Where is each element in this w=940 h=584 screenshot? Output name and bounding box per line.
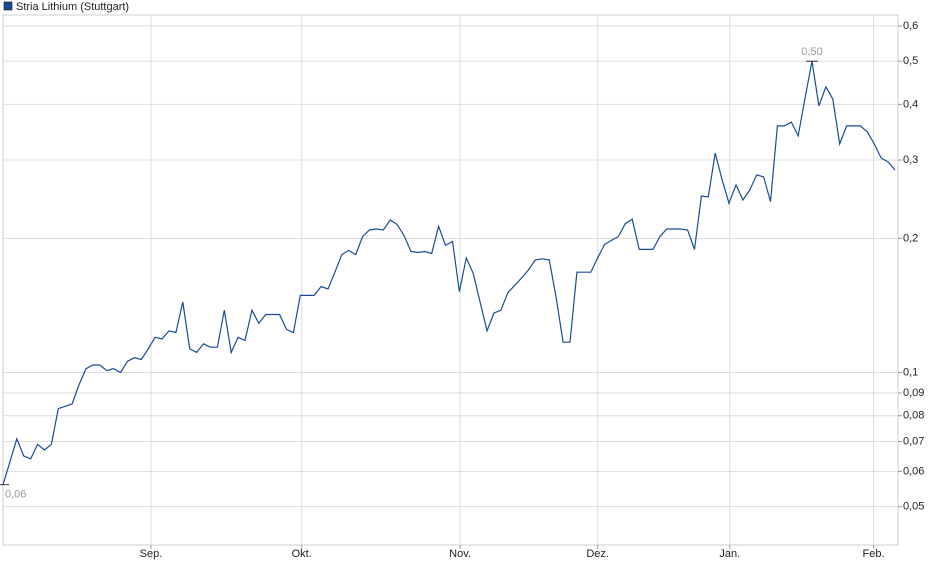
y-tick-label: 0,05	[903, 501, 924, 513]
y-tick-label: 0,06	[903, 465, 924, 477]
x-tick-label: Dez.	[586, 548, 609, 560]
x-tick-label: Jan.	[719, 548, 740, 560]
x-tick-label: Feb.	[863, 548, 885, 560]
price-line	[2, 61, 896, 485]
y-tick-label: 0,6	[903, 20, 918, 32]
extreme-label: 0,50	[801, 46, 822, 58]
y-tick-label: 0,4	[903, 98, 918, 110]
y-tick-label: 0,3	[903, 154, 918, 166]
y-tick-label: 0,1	[903, 366, 918, 378]
x-tick-label: Nov.	[449, 548, 471, 560]
legend-label: Stria Lithium (Stuttgart)	[16, 1, 129, 13]
y-tick-label: 0,2	[903, 232, 918, 244]
y-tick-label: 0,09	[903, 387, 924, 399]
x-tick-label: Okt.	[292, 548, 312, 560]
x-tick-label: Sep.	[140, 548, 163, 560]
legend-swatch	[3, 1, 13, 11]
y-tick-label: 0,08	[903, 410, 924, 422]
y-tick-label: 0,07	[903, 435, 924, 447]
plot-frame	[2, 14, 899, 546]
y-tick-label: 0,5	[903, 55, 918, 67]
extreme-label: 0,06	[5, 489, 26, 501]
